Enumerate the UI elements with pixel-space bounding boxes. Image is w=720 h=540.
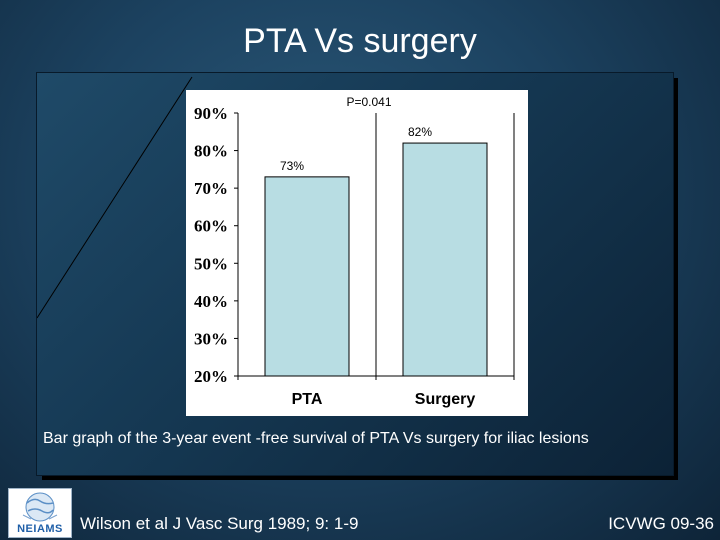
footer-code: ICVWG 09-36	[608, 514, 714, 534]
bar-surgery	[403, 143, 487, 376]
p-value-annotation: P=0.041	[346, 95, 391, 109]
y-tick-label: 70%	[194, 179, 228, 198]
y-tick-label: 30%	[194, 329, 228, 348]
y-tick-label: 80%	[194, 142, 228, 161]
data-label: 73%	[280, 159, 304, 173]
data-label: 82%	[408, 125, 432, 139]
y-tick-label: 20%	[194, 367, 228, 386]
y-tick-label: 90%	[194, 104, 228, 123]
y-tick-label: 40%	[194, 292, 228, 311]
logo-text: NEIAMS	[9, 523, 71, 535]
bar-chart: 73% 82% 20% 30% 40% 50% 60% 70% 80% 90% PTA Surge…	[0, 0, 720, 540]
bar-pta	[265, 177, 349, 376]
footer-reference: Wilson et al J Vasc Surg 1989; 9: 1-9	[80, 514, 358, 534]
neiams-logo: NEIAMS	[8, 488, 72, 538]
globe-icon	[9, 491, 71, 525]
chart-caption: Bar graph of the 3-year event -free surv…	[43, 430, 673, 448]
x-tick-label: Surgery	[415, 391, 476, 408]
y-tick-label: 50%	[194, 254, 228, 273]
y-tick-label: 60%	[194, 217, 228, 236]
x-tick-label: PTA	[292, 391, 323, 408]
